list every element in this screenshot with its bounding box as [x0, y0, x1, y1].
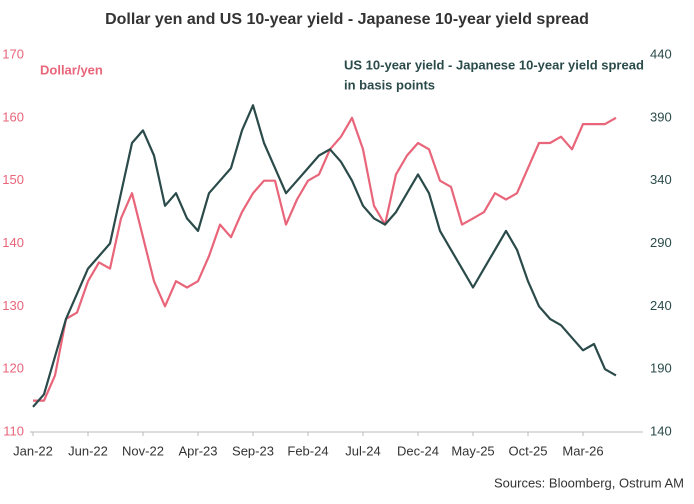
- y-tick-label: 130: [2, 298, 24, 313]
- x-tick-label: Feb-24: [287, 443, 328, 458]
- x-tick-label: Nov-22: [122, 443, 164, 458]
- series-line: [33, 116, 617, 402]
- y2-tick-label: 290: [650, 235, 672, 250]
- x-tick-label: Dec-24: [397, 443, 439, 458]
- x-tick-label: Jun-22: [68, 443, 108, 458]
- y-tick-label: 170: [2, 46, 24, 61]
- y-tick-label: 110: [3, 423, 24, 438]
- x-tick-label: Sep-23: [232, 443, 274, 458]
- annotation: in basis points: [344, 77, 435, 92]
- y2-tick-label: 240: [650, 298, 672, 313]
- y2-tick-label: 140: [650, 423, 672, 438]
- annotation: Dollar/yen: [40, 62, 103, 77]
- x-tick-label: Oct-25: [508, 443, 547, 458]
- y-tick-label: 160: [2, 109, 24, 124]
- annotation: US 10-year yield - Japanese 10-year yiel…: [344, 57, 644, 72]
- x-tick-label: Apr-23: [178, 443, 217, 458]
- source: Sources: Bloomberg, Ostrum AM: [494, 475, 684, 490]
- y-tick-label: 140: [2, 235, 24, 250]
- y-tick-label: 120: [2, 361, 24, 376]
- chart-title: Dollar yen and US 10-year yield - Japane…: [105, 11, 589, 28]
- y2-tick-label: 390: [650, 109, 672, 124]
- y2-tick-label: 440: [650, 46, 672, 61]
- x-tick-label: May-25: [451, 443, 494, 458]
- series-line: [32, 104, 617, 408]
- x-tick-label: Mar-26: [562, 443, 603, 458]
- y-tick-label: 150: [2, 172, 24, 187]
- y2-tick-label: 340: [650, 172, 672, 187]
- x-tick-label: Jan-22: [13, 443, 53, 458]
- y2-tick-label: 190: [650, 361, 672, 376]
- x-tick-label: Jul-24: [345, 443, 380, 458]
